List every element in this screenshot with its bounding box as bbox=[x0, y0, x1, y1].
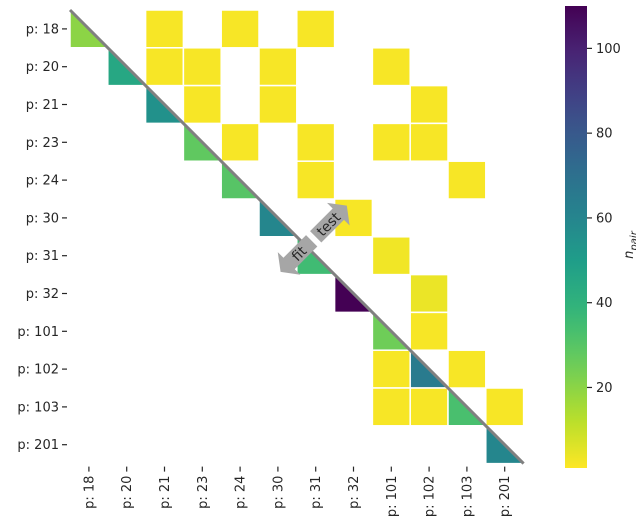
x-tick-label: p: 18 bbox=[82, 476, 97, 509]
colorbar-tick-label: 80 bbox=[596, 127, 613, 142]
heatmap-cell bbox=[144, 9, 185, 49]
x-tick-label: p: 31 bbox=[309, 476, 324, 509]
y-tick-labels: p: 18 p: 20 p: 21 p: 23 p: 24 p: 30 p: 31 p: 32… bbox=[17, 22, 67, 453]
y-tick-label: p: 102 bbox=[17, 363, 59, 378]
x-tick-label: p: 20 bbox=[120, 476, 135, 509]
y-tick-label: p: 201 bbox=[17, 438, 59, 453]
heatmap-cell bbox=[447, 349, 487, 389]
y-tick-label: p: 31 bbox=[26, 249, 59, 264]
heatmap-cell bbox=[144, 47, 185, 87]
colorbar: 20 40 60 80 100 npair bbox=[565, 6, 636, 468]
heatmap-cell bbox=[296, 122, 336, 162]
diagonal-divider-line bbox=[68, 8, 525, 465]
fit-arrow: fit bbox=[277, 235, 318, 275]
x-tick-label: p: 101 bbox=[385, 476, 400, 518]
colorbar-tick-label: 100 bbox=[596, 42, 621, 57]
y-tick-label: p: 30 bbox=[26, 211, 59, 226]
x-tick-label: p: 102 bbox=[423, 476, 438, 518]
heatmap-cell bbox=[409, 84, 449, 125]
colorbar-gradient bbox=[565, 6, 587, 468]
heatmap-cell bbox=[220, 122, 260, 162]
colorbar-tick-label: 20 bbox=[596, 381, 613, 396]
x-tick-label: p: 30 bbox=[271, 476, 286, 509]
heatmap-cell bbox=[182, 47, 222, 87]
y-tick-label: p: 101 bbox=[17, 325, 59, 340]
heatmap-cell bbox=[371, 349, 411, 389]
heatmap-cell bbox=[220, 9, 260, 49]
heatmap-cell bbox=[485, 387, 525, 427]
x-tick-label: p: 23 bbox=[196, 476, 211, 509]
colorbar-tick-label: 60 bbox=[596, 211, 613, 226]
colorbar-tick-label: 40 bbox=[596, 296, 613, 311]
heatmap-cell bbox=[258, 47, 298, 87]
x-tick-label: p: 32 bbox=[347, 476, 362, 509]
y-tick-label: p: 103 bbox=[17, 400, 59, 415]
heatmap-cell bbox=[258, 84, 298, 125]
heatmap-cell bbox=[409, 311, 449, 351]
heatmap-cell bbox=[182, 84, 222, 125]
y-tick-label: p: 32 bbox=[26, 287, 59, 302]
x-tick-label: p: 21 bbox=[158, 476, 173, 509]
heatmap-cell bbox=[371, 47, 411, 87]
x-tick-label: p: 103 bbox=[460, 476, 475, 518]
heatmap-cell bbox=[296, 160, 336, 200]
y-tick-label: p: 23 bbox=[26, 136, 59, 151]
heatmap-cell bbox=[409, 387, 449, 427]
heatmap-cell bbox=[409, 122, 449, 162]
y-tick-label: p: 20 bbox=[26, 60, 59, 75]
heatmap-cell bbox=[409, 273, 449, 314]
x-tick-labels: p: 18 p: 20 p: 21 p: 23 p: 24 p: 30 p: 31 p: 32… bbox=[82, 466, 513, 518]
y-tick-label: p: 24 bbox=[26, 174, 59, 189]
heatmap-cell bbox=[447, 160, 487, 200]
colorbar-label: npair bbox=[622, 230, 636, 259]
y-tick-label: p: 21 bbox=[26, 98, 59, 113]
heatmap-cell bbox=[371, 236, 411, 276]
y-tick-label: p: 18 bbox=[26, 22, 59, 37]
heatmap-cells bbox=[69, 8, 526, 465]
heatmap-cell bbox=[296, 9, 336, 49]
heatmap-cell bbox=[371, 387, 411, 427]
x-tick-label: p: 24 bbox=[234, 476, 249, 509]
x-tick-label: p: 201 bbox=[498, 476, 513, 518]
heatmap-cell bbox=[371, 122, 411, 162]
